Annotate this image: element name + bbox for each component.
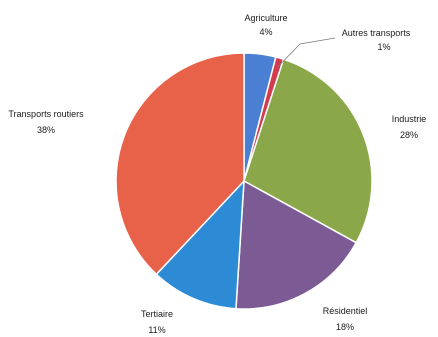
slice-value-tertiaire: 11% [148,325,165,335]
slice-label-autres-transports: Autres transports [342,28,411,38]
slice-value-residentiel: 18% [336,322,354,332]
pie-slice-residentiel [235,179,358,310]
slice-labels: Agriculture 4% Autres transports 1% Indu… [8,13,426,335]
pie-slice-transports-routiers [115,52,245,276]
pie-slices [115,52,373,310]
pie-slice-industrie [243,58,373,244]
leader-lines [276,37,336,69]
slice-label-industrie: Industrie [392,114,427,124]
pie-slice-tertiaire [155,178,245,310]
slice-value-transports-routiers: 38% [37,125,55,135]
leader-line-autres-transports [276,37,336,69]
slice-value-industrie: 28% [400,130,418,140]
slice-value-autres-transports: 1% [377,42,390,52]
slice-label-agriculture: Agriculture [244,13,287,23]
slice-label-residentiel: Résidentiel [323,306,368,316]
slice-value-agriculture: 4% [259,27,272,37]
slice-label-tertiaire: Tertiaire [141,309,173,319]
slice-label-transports-routiers: Transports routiers [8,109,84,119]
